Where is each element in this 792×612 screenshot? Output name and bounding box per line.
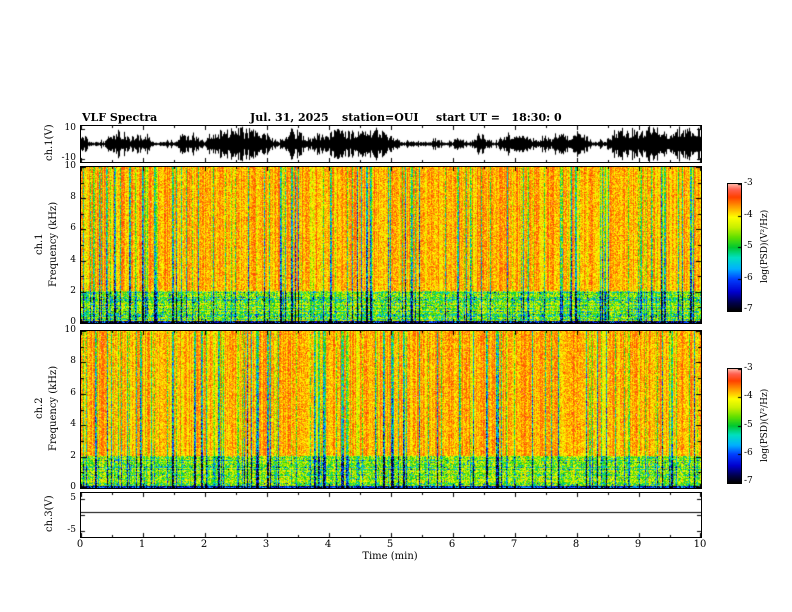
ch1-channel-axis-label: ch.1 — [34, 233, 45, 255]
ch3-voltage-axis-label: ch.3(V) — [44, 495, 55, 533]
y-tick-label: 6 — [70, 223, 76, 234]
ch1-frequency-axis-label: Frequency (kHz) — [48, 201, 59, 287]
colorbar-tick-label: -3 — [744, 363, 753, 373]
x-tick-label: 5 — [386, 539, 394, 550]
ch1-spectrogram-panel — [80, 166, 702, 324]
colorbar-tick-label: -6 — [744, 272, 753, 283]
colorbar-tick-label: -7 — [744, 476, 753, 486]
y-tick-label: 6 — [70, 387, 76, 398]
colorbar-ch1 — [727, 183, 742, 312]
x-tick-label: 6 — [448, 539, 456, 550]
colorbar-tick-label: -6 — [744, 447, 753, 458]
colorbar-tick-label: -4 — [744, 209, 753, 220]
y-tick-label: 10 — [64, 161, 76, 171]
x-tick-label: 8 — [572, 539, 580, 550]
station-label: station=OUI — [342, 111, 419, 124]
ch2-spectrogram-canvas — [81, 331, 701, 488]
ch1-spectrogram-canvas — [81, 167, 701, 323]
y-tick-label: 0 — [70, 482, 76, 492]
ch2-frequency-axis-label: Frequency (kHz) — [48, 365, 59, 452]
colorbar-tick-label: -3 — [744, 178, 753, 188]
y-tick-label: 0 — [70, 317, 76, 327]
colorbar-ch2 — [727, 368, 742, 484]
ch1-waveform-canvas — [81, 126, 701, 162]
x-tick-label: 3 — [262, 539, 270, 550]
y-tick-label: 4 — [70, 419, 76, 430]
figure-title: VLF Spectra — [82, 111, 158, 124]
ch3-waveform-panel — [80, 492, 702, 538]
x-tick-label: 4 — [324, 539, 332, 550]
x-tick-label: 10 — [693, 539, 707, 550]
y-tick-label: 8 — [70, 192, 76, 203]
y-tick-label: 2 — [70, 285, 76, 296]
x-tick-label: 7 — [510, 539, 518, 550]
ch1-voltage-axis-label: ch.1(V) — [44, 124, 55, 162]
x-tick-label: 0 — [76, 539, 84, 550]
y-tick-label: -5 — [67, 524, 76, 535]
colorbar-ch1-canvas — [728, 184, 741, 311]
ch3-waveform-canvas — [81, 493, 701, 537]
y-tick-label: 10 — [64, 123, 76, 133]
colorbar-ch2-canvas — [728, 369, 741, 483]
colorbar-tick-label: -5 — [744, 419, 753, 430]
ch2-spectrogram-panel — [80, 330, 702, 489]
y-tick-label: 2 — [70, 450, 76, 461]
x-tick-label: 1 — [138, 539, 146, 550]
y-tick-label: 8 — [70, 356, 76, 367]
ch2-channel-axis-label: ch.2 — [34, 397, 45, 420]
y-tick-label: 10 — [64, 325, 76, 335]
y-tick-label: 5 — [70, 493, 76, 504]
y-tick-label: -10 — [61, 153, 77, 163]
colorbar-tick-label: -4 — [744, 391, 753, 402]
y-tick-label: 4 — [70, 254, 76, 265]
start-ut-label: start UT = 18:30: 0 — [436, 111, 562, 124]
figure-date: Jul. 31, 2025 — [250, 111, 329, 124]
colorbar-tick-label: -7 — [744, 304, 753, 314]
time-axis-label: Time (min) — [362, 551, 418, 562]
ch1-waveform-panel — [80, 125, 702, 163]
x-tick-label: 2 — [200, 539, 208, 550]
colorbar-tick-label: -5 — [744, 241, 753, 251]
x-tick-label: 9 — [634, 539, 642, 550]
